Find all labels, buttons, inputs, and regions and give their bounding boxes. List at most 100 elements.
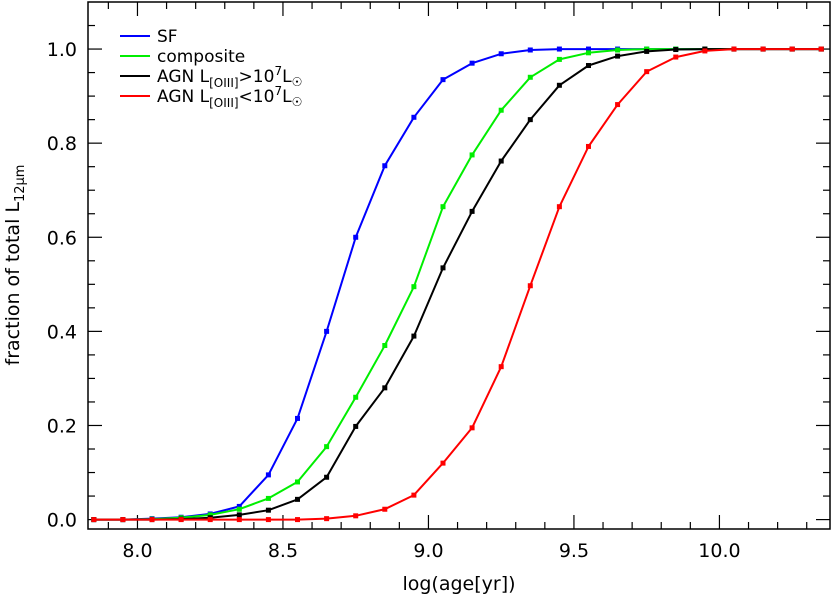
data-point	[411, 114, 417, 120]
legend-item: SF	[120, 27, 178, 47]
y-tick-label: 0.6	[47, 227, 77, 249]
x-tick-label: 9.0	[413, 540, 443, 562]
data-point	[673, 54, 679, 60]
data-point	[585, 50, 591, 56]
data-point	[556, 46, 562, 52]
data-point	[440, 77, 446, 83]
legend-item: AGN L[OIII]>107L☉	[120, 64, 302, 90]
data-point	[265, 517, 271, 523]
data-point	[527, 47, 533, 53]
data-point	[411, 492, 417, 498]
data-point	[469, 60, 475, 66]
data-point	[178, 517, 184, 523]
x-tick-label: 8.5	[268, 540, 298, 562]
data-point	[818, 46, 824, 52]
data-point	[585, 46, 591, 52]
data-point	[382, 385, 388, 391]
x-tick-label: 10.0	[698, 540, 740, 562]
legend-item: composite	[120, 47, 245, 67]
data-point	[236, 517, 242, 523]
data-point	[527, 117, 533, 123]
data-point	[556, 82, 562, 88]
series-line	[93, 48, 822, 521]
legend-label: composite	[157, 47, 245, 67]
data-point	[236, 503, 242, 509]
data-point	[469, 152, 475, 158]
data-point	[615, 53, 621, 59]
data-point	[615, 102, 621, 108]
axis-ticks	[88, 2, 830, 529]
data-point	[644, 48, 650, 54]
data-point	[265, 495, 271, 501]
data-point	[353, 423, 359, 429]
data-point	[265, 472, 271, 478]
data-point	[585, 143, 591, 149]
data-point	[295, 496, 301, 502]
data-point	[760, 46, 766, 52]
data-point	[498, 51, 504, 57]
data-point	[236, 506, 242, 512]
y-tick-label: 0.2	[47, 415, 77, 437]
x-axis-title: log(age[yr])	[402, 573, 515, 595]
data-point	[527, 283, 533, 289]
legend-label: AGN L[OIII]>107L☉	[157, 64, 302, 90]
data-point	[789, 46, 795, 52]
y-tick-label: 0.0	[47, 510, 77, 532]
x-tick-label: 8.0	[122, 540, 152, 562]
y-tick-label: 0.8	[47, 133, 77, 155]
series-4	[91, 46, 824, 523]
series-3	[91, 46, 824, 523]
y-tick-label: 0.4	[47, 321, 77, 343]
data-point	[324, 516, 330, 522]
series-1	[91, 46, 824, 523]
data-point	[207, 517, 213, 523]
data-point	[324, 444, 330, 450]
data-point	[644, 69, 650, 75]
data-point	[295, 415, 301, 421]
data-point	[149, 517, 155, 523]
data-point	[353, 234, 359, 240]
plot-frame	[87, 1, 831, 530]
data-point	[469, 425, 475, 431]
data-point	[585, 63, 591, 69]
data-point	[556, 204, 562, 210]
data-point	[440, 204, 446, 210]
legend-label: AGN L[OIII]<107L☉	[157, 84, 302, 110]
data-point	[411, 284, 417, 290]
data-point	[440, 265, 446, 271]
data-point	[382, 506, 388, 512]
data-point	[295, 479, 301, 485]
data-point	[236, 512, 242, 518]
data-point	[527, 74, 533, 80]
legend-label: SF	[157, 27, 178, 47]
data-point	[469, 208, 475, 214]
data-point	[498, 107, 504, 113]
data-point	[120, 517, 126, 523]
data-point	[324, 328, 330, 334]
legend-item: AGN L[OIII]<107L☉	[120, 84, 302, 110]
data-point	[382, 342, 388, 348]
series-line	[93, 48, 822, 521]
data-point	[295, 517, 301, 523]
series-line	[93, 48, 822, 521]
data-point	[498, 364, 504, 370]
y-axis-title: fraction of total L12μm	[2, 165, 28, 366]
tick-labels: 8.0 8.5 9.0 9.5 10.0 0.0 0.2 0.4 0.6 0.8 1.0	[47, 39, 741, 562]
data-point	[615, 47, 621, 53]
data-point	[353, 394, 359, 400]
data-point	[673, 47, 679, 53]
data-point	[702, 48, 708, 54]
y-axis-title-sub: 12μm	[13, 165, 28, 202]
data-point	[91, 517, 97, 523]
y-tick-label: 1.0	[47, 39, 77, 61]
series-line	[93, 48, 822, 521]
data-point	[498, 158, 504, 164]
data-point	[382, 163, 388, 169]
data-point	[353, 513, 359, 519]
series-2	[91, 46, 824, 523]
data-point	[265, 507, 271, 513]
y-axis-title-main: fraction of total L	[2, 202, 24, 366]
data-point	[207, 512, 213, 518]
